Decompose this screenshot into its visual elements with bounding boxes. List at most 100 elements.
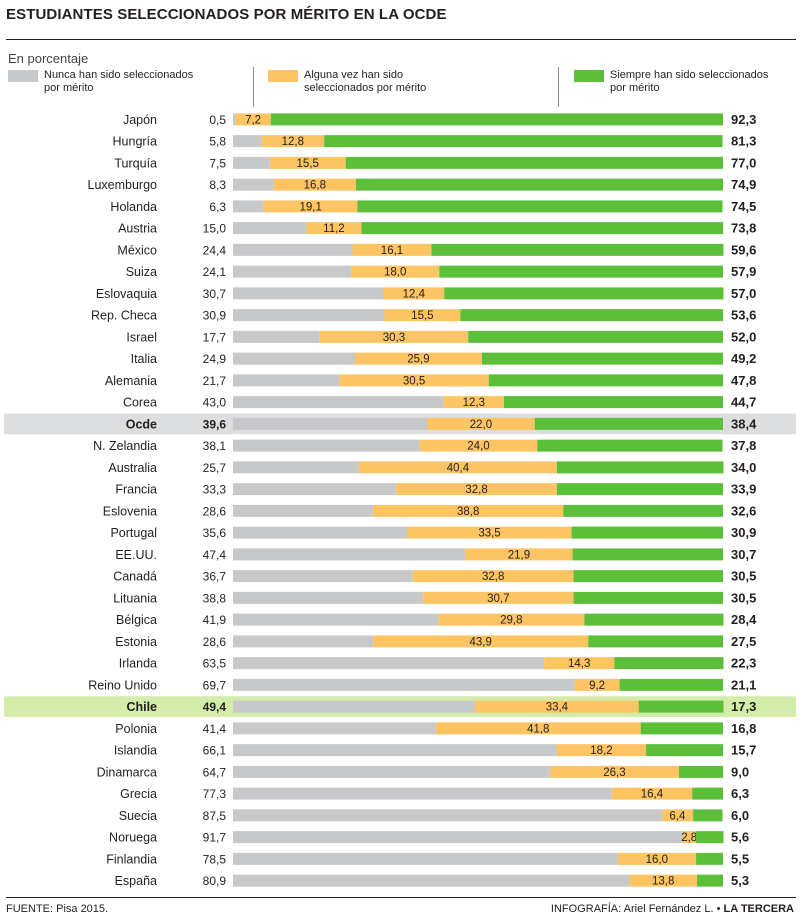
data-label-siempre: 6,3 [731,786,749,801]
data-label-siempre: 77,0 [731,155,756,170]
bar-segment-siempre [556,461,724,474]
data-label-nunca: 47,4 [203,548,227,562]
data-label-nunca: 43,0 [203,396,227,410]
data-label-nunca: 87,5 [203,809,227,823]
data-label-nunca: 25,7 [203,461,227,475]
category-label: Polonia [115,722,157,736]
data-label-siempre: 30,7 [731,547,756,562]
data-label-nunca: 38,8 [203,591,227,605]
data-label-siempre: 47,8 [731,373,756,388]
bar-segment-siempre [646,744,723,757]
data-label-siempre: 9,0 [731,764,749,779]
bar-segment-nunca [233,765,551,778]
bar-segment-alguna [475,700,639,713]
bar-segment-nunca [233,504,374,517]
bar-segment-nunca [233,635,374,648]
data-label-alguna: 12,4 [403,288,426,300]
data-label-alguna: 32,8 [465,484,487,496]
bar-segment-nunca [233,613,439,626]
bar-segment-nunca [233,874,630,887]
bar-segment-siempre [693,809,723,822]
credit-brand: LA TERCERA [723,903,794,915]
data-label-siempre: 34,0 [731,460,756,475]
data-label-siempre: 33,9 [731,482,756,497]
data-label-alguna: 30,7 [487,593,509,605]
stacked-bar-chart: 7,2 Japón 0,5 92,3 12,8 Hungría 5,8 81,3 15,5 Tur… [4,112,796,888]
data-label-alguna: 33,4 [546,702,569,714]
bar-segment-siempre [439,265,723,278]
category-label: Reino Unido [88,678,157,692]
data-label-siempre: 16,8 [731,721,756,736]
bar-segment-nunca [233,439,420,452]
bar-segment-alguna [617,852,697,865]
data-label-nunca: 17,7 [203,330,227,344]
data-label-siempre: 22,3 [731,656,756,671]
bar-segment-siempre [638,700,724,713]
data-label-siempre: 30,9 [731,525,756,540]
bar-segment-alguna [269,156,346,169]
category-label: Rep. Checa [91,309,157,323]
bar-segment-alguna [373,635,589,648]
bar-segment-siempre [488,374,723,387]
data-label-siempre: 73,8 [731,221,756,236]
bar-segment-siempre [324,135,723,148]
bar-segment-siempre [619,678,723,691]
bar-segment-alguna [355,352,482,365]
data-label-alguna: 32,8 [482,571,504,583]
data-label-nunca: 21,7 [203,374,227,388]
category-label: Portugal [110,526,157,540]
data-label-nunca: 35,6 [203,526,227,540]
bar-segment-nunca [233,287,384,300]
legend-label-nunca: Nunca han sido seleccionados por mérito [44,69,194,94]
bar-segment-siempre [696,852,723,865]
data-label-alguna: 14,3 [568,658,590,670]
category-label: Eslovenia [103,504,157,518]
data-label-alguna: 30,3 [383,332,405,344]
data-label-alguna: 29,8 [500,615,522,627]
data-label-nunca: 78,5 [203,852,227,866]
data-label-siempre: 92,3 [731,112,756,127]
data-label-siempre: 5,3 [731,873,749,888]
category-label: Grecia [120,787,157,801]
bar-segment-nunca [233,135,262,148]
data-label-nunca: 36,7 [203,570,227,584]
data-label-alguna: 25,9 [407,354,429,366]
data-label-nunca: 41,9 [203,613,227,627]
bar-segment-alguna [419,439,538,452]
bar-segment-siempre [640,722,723,735]
data-label-siempre: 74,9 [731,177,756,192]
bar-segment-nunca [233,548,466,561]
bar-segment-nunca [233,591,424,604]
data-label-siempre: 38,4 [731,416,757,431]
data-label-nunca: 15,0 [203,222,227,236]
data-label-nunca: 41,4 [203,722,227,736]
category-label: Japón [123,113,157,127]
data-label-siempre: 59,6 [731,242,756,257]
data-label-alguna: 18,0 [384,267,406,279]
data-label-siempre: 74,5 [731,199,756,214]
bar-segment-alguna [373,504,564,517]
data-label-siempre: 21,1 [731,677,756,692]
data-label-nunca: 6,3 [209,200,226,214]
bar-segment-alguna [629,874,698,887]
bar-segment-siempre [614,657,724,670]
data-label-siempre: 17,3 [731,699,756,714]
data-label-nunca: 33,3 [203,483,227,497]
data-label-siempre: 32,6 [731,503,756,518]
data-label-alguna: 24,0 [467,441,489,453]
bar-segment-alguna [435,722,641,735]
bar-segment-siempre [697,874,723,887]
data-label-siempre: 15,7 [731,743,756,758]
data-label-siempre: 44,7 [731,395,756,410]
bar-segment-siempre [270,113,723,126]
category-label: N. Zelandia [93,439,157,453]
category-label: Islandia [114,744,157,758]
legend-swatch-alguna [268,70,298,82]
bar-segment-alguna [611,787,693,800]
bar-segment-alguna [427,417,535,430]
data-label-alguna: 43,9 [469,636,491,648]
category-label: Alemania [105,374,157,388]
data-label-nunca: 38,1 [203,439,227,453]
data-label-nunca: 28,6 [203,504,227,518]
bar-segment-alguna [661,809,694,822]
